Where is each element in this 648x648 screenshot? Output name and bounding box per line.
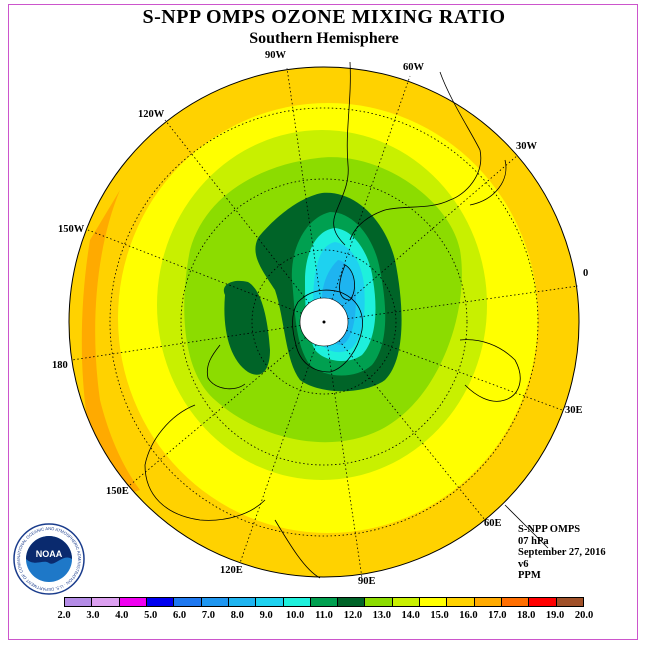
colorbar-tick-label: 3.0: [86, 610, 100, 621]
lon-label-90w: 90W: [265, 50, 286, 61]
meridian-30w: [323, 154, 519, 323]
colorbar-swatch: [420, 598, 448, 606]
coast-south-america: [333, 61, 351, 246]
colorbar-swatch: [119, 598, 147, 606]
colorbar-tick-label: 2.0: [57, 610, 71, 621]
colorbar-swatch: [283, 598, 311, 606]
colorbar-swatch: [310, 598, 339, 606]
meridian-120w: [164, 119, 325, 323]
colorbar-tick-label: 15.0: [430, 610, 449, 621]
lon-label-90e: 90E: [358, 576, 376, 587]
colorbar-tick-label: 17.0: [488, 610, 507, 621]
colorbar-swatch: [447, 598, 475, 606]
meridian-90w: [286, 67, 325, 323]
map-title: S-NPP OMPS OZONE MIXING RATIO: [142, 6, 506, 28]
colorbar-swatch: [392, 598, 421, 606]
colorbar-tick-label: 10.0: [285, 610, 305, 621]
colorbar-swatch: [201, 598, 229, 606]
coast-antarctic-peninsula: [339, 264, 355, 301]
colorbar-swatch: [502, 598, 530, 606]
colorbar-tick-label: 13.0: [372, 610, 391, 621]
lon-label-180: 180: [52, 360, 68, 371]
colorbar-swatch: [92, 598, 120, 606]
band-17: [81, 190, 140, 500]
info-block: S-NPP OMPS 07 hPa September 27, 2016 v6 …: [518, 524, 606, 582]
lon-label-120e: 120E: [220, 565, 243, 576]
colorbar-tick-label: 12.0: [343, 610, 363, 621]
coast-africa-tip: [469, 159, 507, 206]
colorbar-swatch: [174, 598, 202, 606]
meridian-90e: [323, 321, 363, 579]
map-subtitle: Southern Hemisphere: [249, 30, 399, 47]
colorbar-tick-label: 7.0: [201, 610, 215, 621]
colorbar-tick-label: 14.0: [401, 610, 420, 621]
lat-circle-3: [109, 107, 539, 537]
colorbar-tick-label: 9.0: [259, 610, 273, 621]
info-units: PPM: [518, 570, 541, 581]
coast-nz: [206, 344, 246, 390]
colorbar-tick-label: 11.0: [315, 610, 333, 621]
lon-label-150w: 150W: [58, 224, 85, 235]
graticule: [71, 67, 579, 579]
colorbar-swatch: [256, 598, 284, 606]
info-pressure-level: 07 hPa: [518, 535, 549, 547]
lon-label-60e: 60E: [484, 518, 502, 529]
colorbar-tick-label: 19.0: [545, 610, 565, 621]
lon-label-120w: 120W: [138, 109, 165, 120]
coast-africa-south: [349, 71, 482, 241]
colorbar-tick-label: 16.0: [459, 610, 478, 621]
lon-label-150e: 150E: [106, 486, 129, 497]
meridian-120e: [239, 321, 325, 564]
band-12-patch: [223, 280, 270, 375]
colorbar-swatch: [365, 598, 393, 606]
colorbar-tick-label: 20.0: [574, 610, 594, 621]
coast-madagascar: [504, 504, 549, 549]
meridian-180: [71, 321, 325, 361]
colorbar-tick-label: 5.0: [144, 610, 158, 621]
meridian-0: [323, 285, 579, 323]
coastlines: [144, 61, 549, 579]
figure-frame: [8, 4, 638, 640]
colorbar: [64, 597, 584, 607]
colorbar-swatch: [146, 598, 175, 606]
map-boundary: [68, 66, 580, 578]
info-date: September 27, 2016: [518, 547, 606, 558]
ozone-field: [69, 67, 579, 577]
lon-label-30w: 30W: [516, 141, 537, 152]
lat-circle-1: [251, 249, 397, 395]
info-version: v6: [518, 558, 529, 570]
info-instrument: S-NPP OMPS: [518, 524, 581, 535]
colorbar-swatch: [338, 598, 366, 606]
colorbar-swatch: [65, 598, 93, 606]
colorbar-tick-label: 18.0: [517, 610, 536, 621]
colorbar-tick-label: 4.0: [115, 610, 129, 621]
pole-dot: [322, 320, 326, 324]
colorbar-tick-label: 6.0: [172, 610, 187, 621]
meridian-60w: [323, 75, 411, 323]
logo-wordmark: NOAA: [36, 549, 63, 559]
noaa-logo: NATIONAL OCEANIC AND ATMOSPHERIC ADMINIS…: [13, 523, 85, 595]
lon-label-30e: 30E: [565, 405, 583, 416]
colorbar-swatch: [228, 598, 257, 606]
coast-indonesia: [274, 519, 321, 579]
coast-australia: [144, 404, 266, 521]
coast-antarctica: [292, 289, 363, 373]
colorbar-swatch: [529, 598, 557, 606]
lon-label-60w: 60W: [403, 62, 424, 73]
logo-bird: [26, 536, 72, 564]
colorbar-swatch: [556, 598, 583, 606]
lon-label-0: 0: [583, 268, 589, 279]
colorbar-tick-label: 8.0: [230, 610, 244, 621]
colorbar-swatch: [474, 598, 502, 606]
lat-circle-2: [180, 178, 468, 466]
coast-kerguelen-region: [459, 339, 521, 402]
meridian-60e: [323, 321, 486, 521]
